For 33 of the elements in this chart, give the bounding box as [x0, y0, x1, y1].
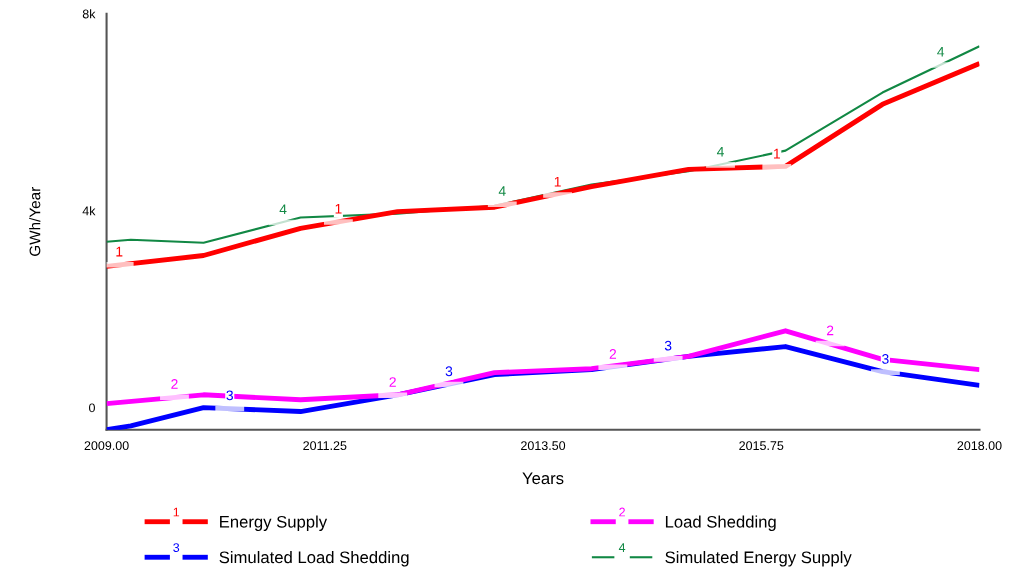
- annotation: 4: [937, 46, 945, 57]
- text: 2: [619, 507, 625, 517]
- annotation: 3: [664, 340, 672, 351]
- legend-label: Load Shedding: [665, 515, 776, 532]
- x-tick-label: 2013.50: [521, 441, 566, 451]
- annotation: 2: [171, 379, 178, 389]
- x-tick-label: 2009.00: [84, 441, 129, 451]
- annotation: 4: [498, 186, 506, 196]
- y-tick-label: 0: [89, 403, 95, 413]
- x-tick-label: 2015.75: [739, 441, 784, 451]
- y-tick-label: 4k: [82, 206, 96, 216]
- annotation: 1: [116, 246, 123, 257]
- text: 1: [173, 507, 180, 517]
- annotation: 3: [226, 390, 233, 401]
- annotation: 4: [279, 204, 287, 215]
- annotation: 2: [826, 325, 834, 336]
- annotation: 2: [609, 349, 617, 359]
- annotation: 1: [335, 204, 342, 214]
- legend-label: Simulated Load Shedding: [219, 551, 409, 567]
- text: 3: [173, 543, 180, 552]
- y-axis-title: GWh/Year: [29, 187, 41, 256]
- legend-label: Energy Supply: [220, 515, 328, 532]
- annotation: 3: [445, 366, 453, 377]
- legend-label: Simulated Energy Supply: [665, 551, 852, 567]
- x-tick-label: 2011.25: [303, 441, 347, 451]
- annotation: 1: [554, 176, 561, 187]
- annotation: 4: [716, 146, 724, 157]
- annotation: 2: [389, 377, 396, 387]
- text: 4: [618, 543, 626, 552]
- x-tick-label: 2018.00: [957, 441, 1002, 451]
- y-tick-label: 8k: [82, 9, 96, 19]
- x-axis-title: Years: [522, 472, 564, 485]
- annotation: 1: [773, 148, 780, 159]
